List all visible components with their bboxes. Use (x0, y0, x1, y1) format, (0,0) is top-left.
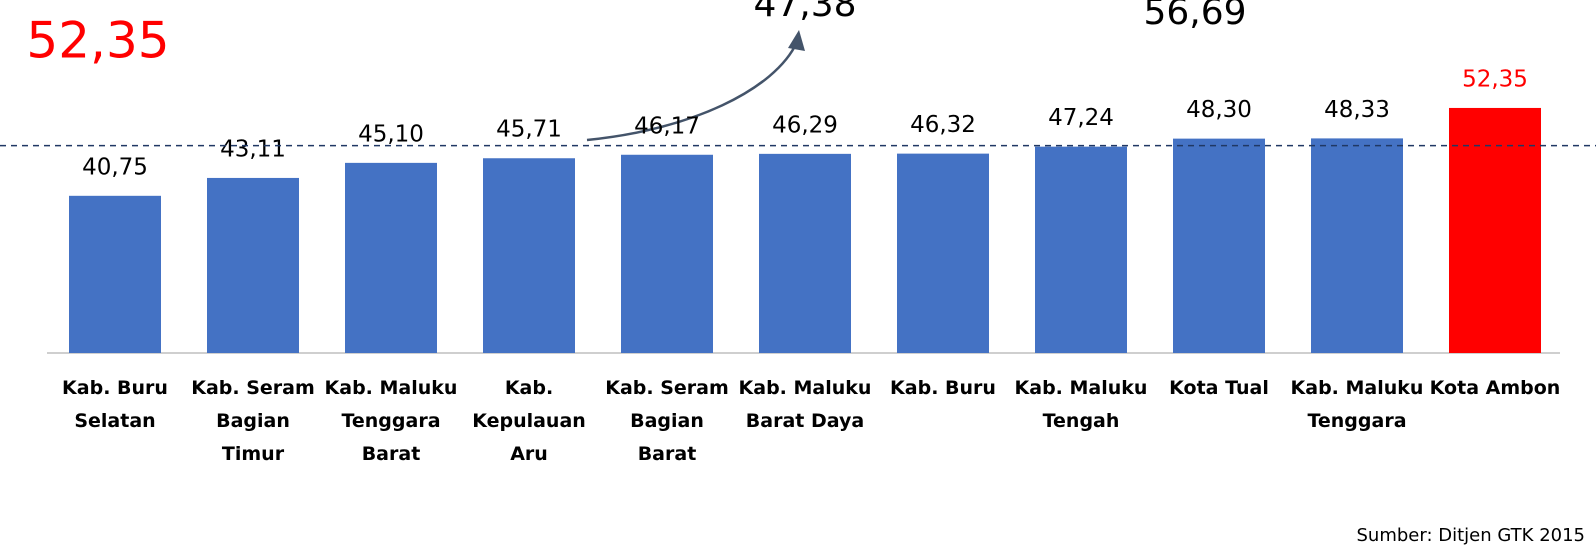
x-tick-label: Kab. Seram Bagian Timur (191, 377, 315, 465)
x-tick-label: Kab. Buru Selatan (62, 377, 168, 432)
value-label: 45,10 (358, 121, 424, 147)
value-label: 52,35 (1462, 66, 1528, 92)
arrow-head (788, 30, 805, 51)
value-label: 46,29 (772, 112, 838, 138)
annotation: 52,35 (26, 12, 169, 70)
x-tick-label: Kab. Seram Bagian Barat (605, 377, 729, 465)
reference-label: 47,38 (753, 0, 856, 25)
value-label: 47,24 (1048, 105, 1114, 131)
bar (345, 162, 437, 353)
bar (1311, 138, 1403, 353)
x-tick-label: Kab. Buru (890, 377, 996, 399)
bar (1035, 146, 1127, 353)
bar (897, 153, 989, 353)
bar (69, 195, 161, 353)
x-tick-label: Kota Ambon (1429, 377, 1561, 399)
source: Sumber: Ditjen GTK 2015 (1357, 525, 1586, 546)
x-tick-label: Kab. Maluku Barat Daya (738, 377, 872, 432)
value-label: 43,11 (220, 136, 286, 162)
value-label: 46,17 (634, 113, 700, 139)
bar (1173, 138, 1265, 353)
value-label: 45,71 (496, 117, 562, 143)
value-label: 48,33 (1324, 97, 1390, 123)
bar (483, 158, 575, 353)
value-label: 46,32 (910, 112, 976, 138)
x-tick-label: Kab. Maluku Tenggara Barat (324, 377, 458, 465)
x-tick-label: Kab. Kepulauan Aru (472, 377, 586, 465)
bar (207, 177, 299, 353)
arrow (586, 41, 799, 142)
value-label: 48,30 (1186, 97, 1252, 123)
x-tick-label: Kab. Maluku Tengah (1014, 377, 1148, 432)
bar (759, 153, 851, 353)
value-label: 40,75 (82, 154, 148, 180)
bar (621, 154, 713, 353)
x-tick-label: Kab. Maluku Tenggara (1290, 377, 1424, 432)
bar (1449, 107, 1541, 353)
annotation: 56,69 (1143, 0, 1246, 33)
x-tick-label: Kota Tual (1169, 377, 1269, 399)
